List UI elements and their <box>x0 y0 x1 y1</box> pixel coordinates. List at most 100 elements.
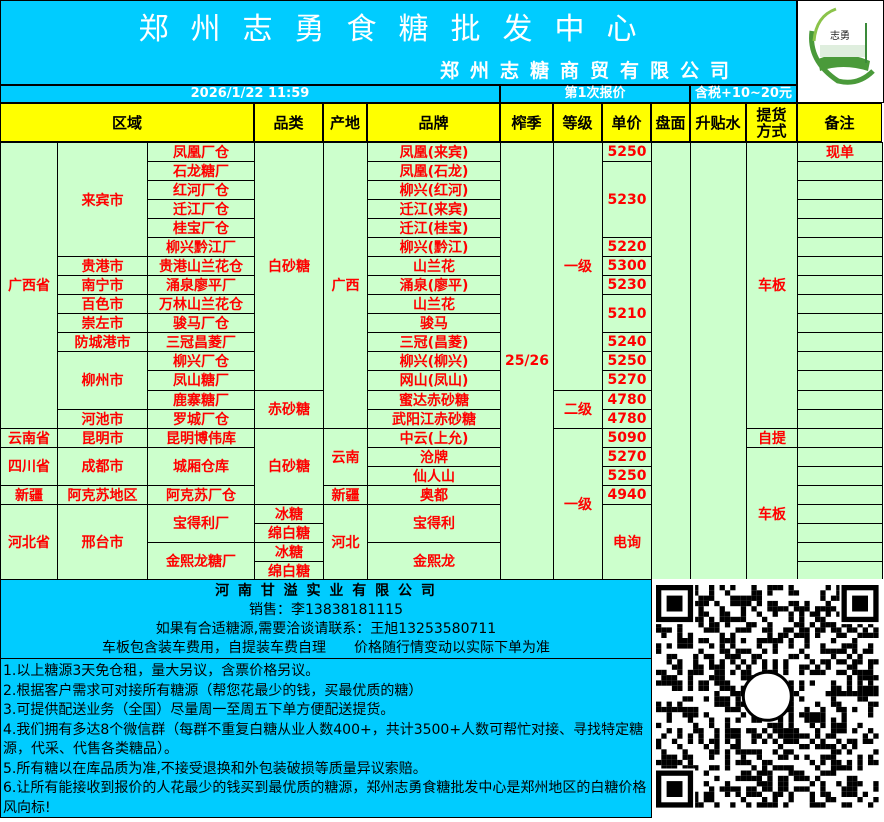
remarks-cell <box>797 237 883 258</box>
remarks-cell <box>797 275 883 296</box>
tax-note: 含税+10~20元 <box>690 85 797 103</box>
grade-cell: 一级 <box>553 142 603 391</box>
grade-cell: 二级 <box>553 389 603 429</box>
remarks-cell <box>797 484 883 505</box>
city-cell: 邢台市 <box>57 503 148 581</box>
notes-list: 1.以上糖源3天免仓租，量大另议，含票价格另议。 2.根据客户需求可对接所有糖源… <box>0 658 652 818</box>
brand-cell: 宝得利 <box>367 503 501 543</box>
remarks-cell <box>797 503 883 524</box>
warehouse-cell: 涌泉廖平厂 <box>147 275 255 296</box>
remarks-cell <box>797 180 883 201</box>
category-cell: 白砂糖 <box>254 142 324 391</box>
remarks-cell <box>797 218 883 239</box>
city-cell: 成都市 <box>57 446 148 486</box>
category-cell: 冰糖 <box>254 503 324 524</box>
brand-cell: 蜜达赤砂糖 <box>367 389 501 410</box>
price-cell: 5220 <box>602 237 652 258</box>
season-cell: 25/26 <box>500 142 554 581</box>
warehouse-cell: 金熙龙糖厂 <box>147 541 255 581</box>
province-cell: 新疆 <box>0 484 58 505</box>
delivery-cell: 车板 <box>746 446 798 581</box>
remarks-cell <box>797 541 883 562</box>
remarks-cell <box>797 256 883 277</box>
price-cell: 5300 <box>602 256 652 277</box>
company-subtitle: 郑州志糖商贸有限公司 <box>440 60 741 82</box>
warehouse-cell: 阿克苏厂仓 <box>147 484 255 505</box>
origin-cell: 广西 <box>323 142 368 429</box>
header-futures: 盘面 <box>651 103 690 142</box>
quote-round: 第1次报价 <box>500 85 690 103</box>
price-cell: 4780 <box>602 389 652 410</box>
warehouse-cell: 桂宝厂仓 <box>147 218 255 239</box>
company-name: 河 南 甘 溢 实 业 有 限 公 司 <box>215 583 437 599</box>
city-cell: 防城港市 <box>57 332 148 353</box>
price-cell: 5230 <box>602 275 652 296</box>
category-cell: 冰糖 <box>254 541 324 562</box>
city-cell: 昆明市 <box>57 427 148 448</box>
header-grade: 等级 <box>553 103 602 142</box>
brand-cell: 骏马 <box>367 313 501 334</box>
origin-cell: 新疆 <box>323 484 368 505</box>
price-cell: 5210 <box>602 294 652 334</box>
warehouse-cell: 凤凰厂仓 <box>147 142 255 163</box>
province-cell: 云南省 <box>0 427 58 448</box>
brand-cell: 山兰花 <box>367 256 501 277</box>
header-remarks: 备注 <box>797 103 882 142</box>
wheat-logo-icon: 志勇 <box>809 7 875 85</box>
city-cell: 河池市 <box>57 408 148 429</box>
header-region: 区域 <box>0 103 254 142</box>
city-cell: 贵港市 <box>57 256 148 277</box>
brand-cell: 沧牌 <box>367 446 501 467</box>
warehouse-cell: 城厢仓库 <box>147 446 255 486</box>
brand-cell: 柳兴(柳兴) <box>367 351 501 372</box>
remarks-cell <box>797 408 883 429</box>
warehouse-cell: 红河厂仓 <box>147 180 255 201</box>
note-item: 6.让所有能接收到报价的人花最少的钱买到最优质的糖源，郑州志勇食糖批发中心是郑州… <box>3 780 647 816</box>
origin-cell: 河北 <box>323 503 368 581</box>
price-cell: 5250 <box>602 142 652 163</box>
price-cell: 5230 <box>602 161 652 239</box>
futures-cell <box>651 142 691 581</box>
remarks-cell <box>797 351 883 372</box>
remarks-cell <box>797 199 883 220</box>
delivery-terms: 车板包含装车费用，自提装车费自理 价格随行情变动以实际下单为准 <box>102 640 550 656</box>
province-cell: 广西省 <box>0 142 58 429</box>
brand-cell: 武阳江赤砂糖 <box>367 408 501 429</box>
title-banner <box>0 0 797 85</box>
note-item: 1.以上糖源3天免仓租，量大另议，含票价格另议。 <box>3 663 320 679</box>
city-cell: 来宾市 <box>57 142 148 258</box>
brand-cell: 山兰花 <box>367 294 501 315</box>
price-cell: 5270 <box>602 446 652 467</box>
delivery-cell: 车板 <box>746 142 798 429</box>
city-cell: 柳州市 <box>57 351 148 410</box>
remarks-cell <box>797 294 883 315</box>
qr-code-icon <box>654 583 881 810</box>
remarks-cell <box>797 446 883 467</box>
brand-cell: 凤凰(来宾) <box>367 142 501 163</box>
remarks-cell <box>797 161 883 182</box>
brand-cell: 迁江(来宾) <box>367 199 501 220</box>
brand-cell: 金熙龙 <box>367 541 501 581</box>
header-season: 榨季 <box>500 103 553 142</box>
price-cell: 4780 <box>602 408 652 429</box>
page-title: 郑州志勇食糖批发中心 <box>138 12 659 47</box>
brand-cell: 奥都 <box>367 484 501 505</box>
price-cell: 5090 <box>602 427 652 448</box>
price-cell: 5270 <box>602 370 652 391</box>
price-cell: 电询 <box>602 503 652 581</box>
origin-cell: 云南 <box>323 427 368 486</box>
delivery-cell: 自提 <box>746 427 798 448</box>
category-cell: 绵白糖 <box>254 560 324 581</box>
sourcing-contact: 如果有合适糖源,需要洽谈请联系：王旭13253580711 <box>155 621 497 637</box>
header-brand: 品牌 <box>367 103 500 142</box>
header-premium: 升贴水 <box>690 103 746 142</box>
warehouse-cell: 石龙糖厂 <box>147 161 255 182</box>
sales-contact: 销售：李13838181115 <box>249 602 403 618</box>
warehouse-cell: 骏马厂仓 <box>147 313 255 334</box>
note-item: 4.我们拥有多达8个微信群（每群不重复白糖从业人数400+，共计3500+人数可… <box>3 721 644 758</box>
city-cell: 百色市 <box>57 294 148 315</box>
header-delivery: 提货方式 <box>746 103 797 142</box>
warehouse-cell: 迁江厂仓 <box>147 199 255 220</box>
logo: 志勇 <box>797 0 884 103</box>
grade-cell: 一级 <box>553 427 603 581</box>
